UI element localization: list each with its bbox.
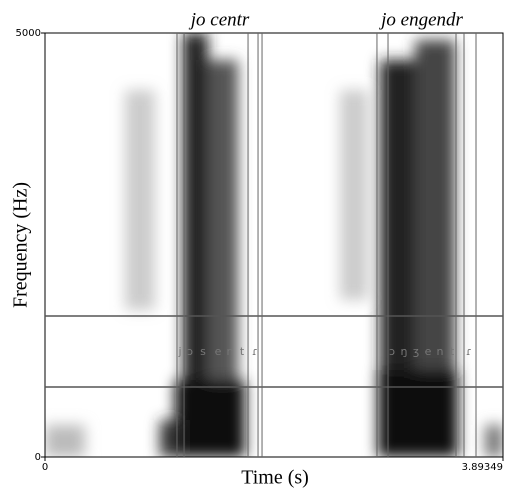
y-tick-label: 0 (35, 452, 41, 463)
word-label: jo centr (188, 9, 250, 30)
spectrogram-image (45, 33, 503, 457)
segment-label: ʒ (413, 345, 419, 358)
segment-label: ɔ (389, 345, 395, 358)
plot-frame (44, 32, 504, 458)
segment-label: n (227, 345, 234, 358)
segment-label: e (425, 345, 432, 358)
segment-label: e (215, 345, 222, 358)
x-tick-label: 3.89349 (462, 462, 503, 473)
segment-label: j (178, 345, 182, 358)
segment-label: ɾ (252, 345, 258, 358)
word-label: jo engendr (378, 9, 463, 30)
segment-label: ŋ (401, 345, 408, 358)
x-axis-label: Time (s) (241, 467, 309, 489)
segment-label: ɾ (466, 345, 472, 358)
segment-label: t (240, 345, 245, 358)
segment-label: t (450, 345, 455, 358)
x-tick-label: 0 (42, 462, 48, 473)
y-tick-label: 5000 (16, 28, 41, 39)
segment-label: s (200, 345, 206, 358)
segment-label: ɔ (187, 345, 193, 358)
segment-label: n (437, 345, 444, 358)
y-axis-label: Frequency (Hz) (10, 182, 32, 308)
